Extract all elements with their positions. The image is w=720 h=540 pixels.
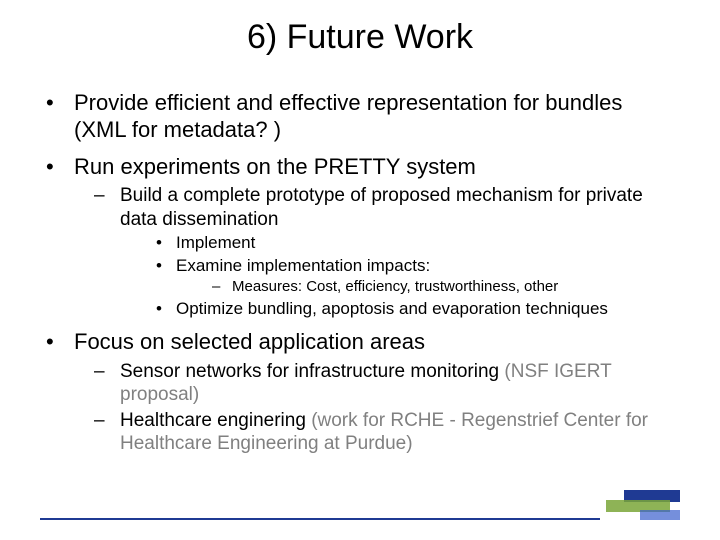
- bullet-list-level1: Provide efficient and effective represen…: [40, 90, 680, 455]
- bullet-2-1-b-text: Examine implementation impacts:: [176, 256, 430, 275]
- bullet-3-1: Sensor networks for infrastructure monit…: [74, 360, 680, 406]
- bullet-1: Provide efficient and effective represen…: [40, 90, 680, 144]
- footer-logo: [560, 470, 680, 520]
- bullet-1-text: Provide efficient and effective represen…: [74, 90, 622, 142]
- footer-divider: [40, 518, 600, 520]
- slide: 6) Future Work Provide efficient and eff…: [0, 0, 720, 540]
- bullet-2-1-b-i: Measures: Cost, efficiency, trustworthin…: [176, 278, 680, 296]
- bullet-3: Focus on selected application areas Sens…: [40, 329, 680, 455]
- bullet-3-2: Healthcare enginering (work for RCHE - R…: [74, 409, 680, 455]
- bullet-2-1: Build a complete prototype of proposed m…: [74, 184, 680, 319]
- bullet-2: Run experiments on the PRETTY system Bui…: [40, 154, 680, 320]
- bullet-2-1-text: Build a complete prototype of proposed m…: [120, 185, 643, 229]
- bullet-3-text: Focus on selected application areas: [74, 329, 425, 354]
- bullet-list-level2-b: Sensor networks for infrastructure monit…: [74, 360, 680, 455]
- bullet-2-1-c-text: Optimize bundling, apoptosis and evapora…: [176, 299, 608, 318]
- bullet-2-1-b-i-text: Measures: Cost, efficiency, trustworthin…: [232, 278, 558, 295]
- slide-body: Provide efficient and effective represen…: [40, 90, 680, 465]
- bullet-3-2-text: Healthcare enginering: [120, 410, 311, 431]
- bullet-2-text: Run experiments on the PRETTY system: [74, 154, 476, 179]
- logo-bar-lightblue: [640, 510, 680, 520]
- slide-title: 6) Future Work: [0, 18, 720, 57]
- bullet-3-1-text: Sensor networks for infrastructure monit…: [120, 361, 504, 382]
- bullet-2-1-b: Examine implementation impacts: Measures…: [120, 256, 680, 297]
- bullet-2-1-c: Optimize bundling, apoptosis and evapora…: [120, 299, 680, 320]
- bullet-2-1-a: Implement: [120, 233, 680, 254]
- bullet-2-1-a-text: Implement: [176, 233, 255, 252]
- bullet-list-level4: Measures: Cost, efficiency, trustworthin…: [176, 278, 680, 296]
- bullet-list-level2: Build a complete prototype of proposed m…: [74, 184, 680, 319]
- bullet-list-level3: Implement Examine implementation impacts…: [120, 233, 680, 320]
